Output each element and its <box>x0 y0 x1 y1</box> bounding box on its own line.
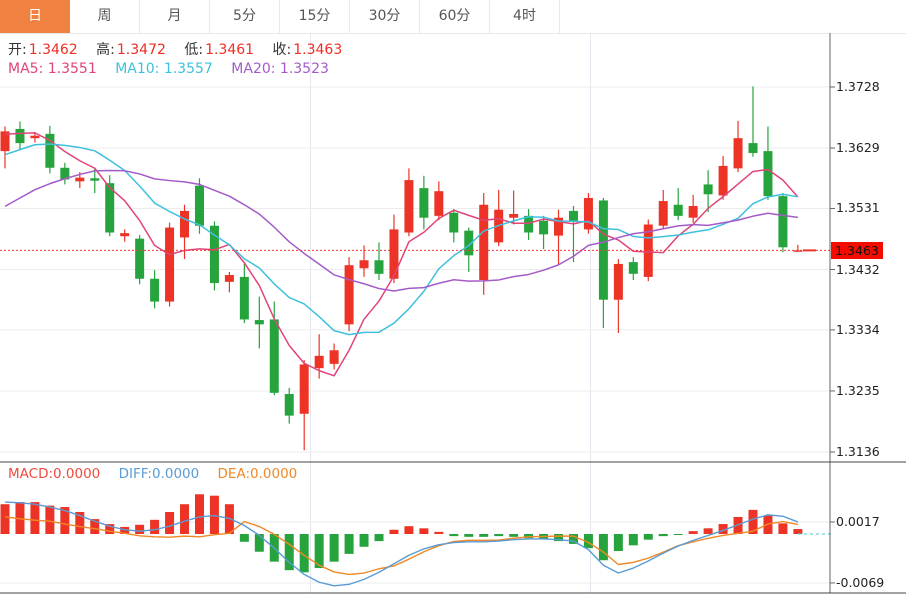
tab-4hour[interactable]: 4时 <box>490 0 560 33</box>
ma10-value: 1.3557 <box>163 61 213 77</box>
price-axis-label: 1.3531 <box>836 200 880 216</box>
tab-5min[interactable]: 5分 <box>210 0 280 33</box>
high-value: 1.3472 <box>116 42 166 58</box>
diff-label: DIFF: <box>118 466 152 482</box>
ma20-value: 1.3523 <box>279 61 329 77</box>
price-axis-label: 1.3136 <box>836 444 880 459</box>
ohlc-legend: 开: 1.3462 高: 1.3472 低: 1.3461 收: 1.3463 <box>8 39 356 59</box>
low-value: 1.3461 <box>205 42 255 58</box>
high-label: 高: <box>96 42 115 58</box>
ma5-value: 1.3551 <box>47 61 97 77</box>
macd-axis-label: -0.0069 <box>836 574 885 590</box>
tab-day[interactable]: 日 <box>0 0 70 33</box>
ma5-label: MA5: <box>8 61 44 77</box>
ma-legend: MA5: 1.3551 MA10: 1.3557 MA20: 1.3523 <box>8 61 343 77</box>
macd-legend: MACD:0.0000 DIFF:0.0000 DEA:0.0000 <box>8 466 311 482</box>
dea-label: DEA: <box>217 466 251 482</box>
tab-30min[interactable]: 30分 <box>350 0 420 33</box>
tab-month[interactable]: 月 <box>140 0 210 33</box>
last-price-tag: 1.3463 <box>831 241 883 259</box>
tab-week[interactable]: 周 <box>70 0 140 33</box>
close-value: 1.3463 <box>293 42 343 58</box>
tab-60min[interactable]: 60分 <box>420 0 490 33</box>
price-axis-label: 1.3432 <box>836 261 880 277</box>
tab-15min[interactable]: 15分 <box>280 0 350 33</box>
price-axis-label: 1.3334 <box>836 321 880 337</box>
timeframe-tabbar: 日 周 月 5分 15分 30分 60分 4时 <box>0 0 906 34</box>
price-axis-label: 1.3235 <box>836 382 880 398</box>
price-axis-label: 1.3728 <box>836 79 880 94</box>
dea-value: 0.0000 <box>250 466 298 482</box>
macd-label: MACD: <box>8 466 54 482</box>
ma20-label: MA20: <box>231 61 276 77</box>
close-label: 收: <box>272 42 292 58</box>
macd-axis-label: 0.0017 <box>836 513 880 529</box>
low-label: 低: <box>184 42 204 58</box>
macd-value: 0.0000 <box>53 466 101 482</box>
open-value: 1.3462 <box>28 42 78 58</box>
price-axis-label: 1.3629 <box>836 140 880 156</box>
open-label: 开: <box>8 42 27 58</box>
diff-value: 0.0000 <box>151 466 200 482</box>
ma10-label: MA10: <box>115 61 160 77</box>
